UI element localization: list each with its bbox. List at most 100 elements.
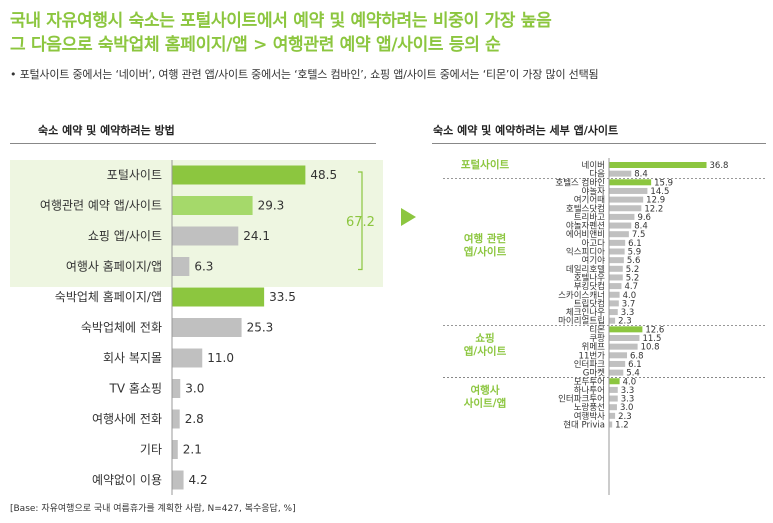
right-category-label: 인터파크 <box>574 359 605 370</box>
right-group-label: 사이트/앱 <box>464 396 506 409</box>
left-category-label: 포털사이트 <box>107 168 162 182</box>
left-bracket <box>358 171 363 271</box>
left-value-label: 6.3 <box>194 260 213 274</box>
right-category-label: 모두투어 <box>574 376 605 387</box>
right-bar <box>609 343 638 350</box>
right-bar <box>609 300 619 307</box>
right-chart-title: 숙소 예약 및 예약하려는 세부 앱/사이트 <box>433 124 619 137</box>
right-bar <box>609 283 622 290</box>
right-value-label: 10.8 <box>641 343 660 353</box>
right-group-label: 쇼핑 <box>475 331 494 344</box>
left-bar <box>172 257 190 276</box>
right-bar <box>609 404 617 411</box>
left-value-label: 11.0 <box>207 351 234 365</box>
right-value-label: 2.3 <box>618 317 632 327</box>
left-bar <box>172 165 306 185</box>
right-value-label: 4.7 <box>624 282 638 292</box>
bracket-total-label: 67.2 <box>346 215 375 230</box>
left-value-label: 29.3 <box>258 199 285 213</box>
left-bar <box>172 470 184 490</box>
right-bar <box>609 205 642 212</box>
left-bar <box>172 409 180 429</box>
left-category-label: 예약없이 이용 <box>92 472 162 487</box>
left-value-label: 2.1 <box>183 443 202 457</box>
left-bar <box>172 287 265 307</box>
left-category-label: TV 홈쇼핑 <box>109 382 162 396</box>
right-value-label: 8.4 <box>634 170 648 180</box>
right-category-label: 마이리얼트립 <box>558 316 605 327</box>
right-category-label: G마켓 <box>583 368 605 379</box>
left-bar <box>172 440 178 459</box>
right-bar <box>609 421 613 428</box>
right-bar <box>609 162 707 168</box>
page-title-line2: 그 다음으로 숙박업체 홈페이지/앱 > 여행관련 예약 앱/사이트 등의 순 <box>10 35 501 55</box>
right-group-label: 여행 관련 <box>464 232 506 245</box>
right-value-label: 3.0 <box>620 403 634 413</box>
right-category-label: 트리바고 <box>574 212 605 223</box>
right-category-label: 하나투어 <box>574 385 605 396</box>
right-category-label: 트립닷컴 <box>574 298 605 309</box>
right-category-label: 노랑풍선 <box>574 402 605 413</box>
left-value-label: 24.1 <box>243 229 270 243</box>
right-bar <box>609 231 629 238</box>
right-value-label: 14.5 <box>650 187 669 197</box>
left-bar <box>172 348 203 368</box>
arrow-right-icon <box>401 208 416 226</box>
left-category-label: 여행사 홈페이지/앱 <box>66 259 162 274</box>
right-bar <box>609 196 644 203</box>
right-value-label: 3.3 <box>621 395 635 405</box>
left-value-label: 3.0 <box>185 382 204 396</box>
left-value-label: 25.3 <box>247 321 274 335</box>
right-category-label: 야놀자 <box>582 186 606 197</box>
right-category-label: 데일리호텔 <box>566 264 605 275</box>
right-value-label: 11.5 <box>642 334 661 344</box>
right-value-label: 8.4 <box>634 222 648 232</box>
right-value-label: 12.9 <box>646 196 665 206</box>
right-value-label: 6.8 <box>630 351 644 361</box>
left-bar <box>172 226 239 246</box>
right-bar <box>609 378 620 385</box>
right-category-label: 아고다 <box>582 238 606 249</box>
right-value-label: 5.4 <box>626 369 640 379</box>
right-bar <box>609 257 624 264</box>
page-title-line1: 국내 자유여행시 숙소는 포털사이트에서 예약 및 예약하려는 비중이 가장 높… <box>10 11 552 31</box>
right-bar <box>609 386 618 393</box>
right-value-label: 5.2 <box>626 265 640 275</box>
right-category-label: 인터파크투어 <box>558 394 605 405</box>
right-category-label: 위메프 <box>582 343 606 353</box>
right-value-label: 6.1 <box>628 360 642 370</box>
right-category-label: 여기야 <box>582 255 606 266</box>
right-value-label: 5.6 <box>627 256 641 266</box>
left-value-label: 48.5 <box>310 168 337 182</box>
right-value-label: 5.9 <box>628 248 642 258</box>
right-bar <box>609 179 652 186</box>
right-group-label: 앱/사이트 <box>464 344 507 357</box>
right-bar <box>609 291 620 298</box>
right-bar <box>609 360 626 367</box>
right-bar <box>609 239 626 246</box>
right-category-label: 스카이스캐너 <box>558 290 605 301</box>
summary-bullet: • 포털사이트 중에서는 ‘네이버’, 여행 관련 앱/사이트 중에서는 ‘호텔… <box>10 68 599 81</box>
right-bar <box>609 170 632 177</box>
right-bar <box>609 317 616 324</box>
right-bar <box>609 222 632 229</box>
right-category-label: 호텔스 컴바인 <box>555 177 605 188</box>
right-category-label: 익스피디아 <box>566 247 605 258</box>
left-category-label: 숙박업체에 전화 <box>81 321 162 335</box>
left-category-label: 여행관련 예약 앱/사이트 <box>40 198 162 213</box>
left-title-divider <box>10 143 376 144</box>
left-category-label: 기타 <box>140 443 162 457</box>
left-bar <box>172 379 181 398</box>
right-category-label: 티몬 <box>589 325 605 335</box>
right-value-label: 15.9 <box>654 178 673 188</box>
right-category-label: 호텔스닷컴 <box>566 203 605 214</box>
right-category-label: 호텔나우 <box>574 272 605 283</box>
right-value-label: 2.3 <box>618 412 632 422</box>
right-bar <box>609 335 640 341</box>
right-bar <box>609 213 635 220</box>
right-category-label: 쿠팡 <box>589 333 605 344</box>
right-bar <box>609 187 648 194</box>
left-value-label: 2.8 <box>185 412 204 426</box>
right-bar <box>609 395 618 402</box>
